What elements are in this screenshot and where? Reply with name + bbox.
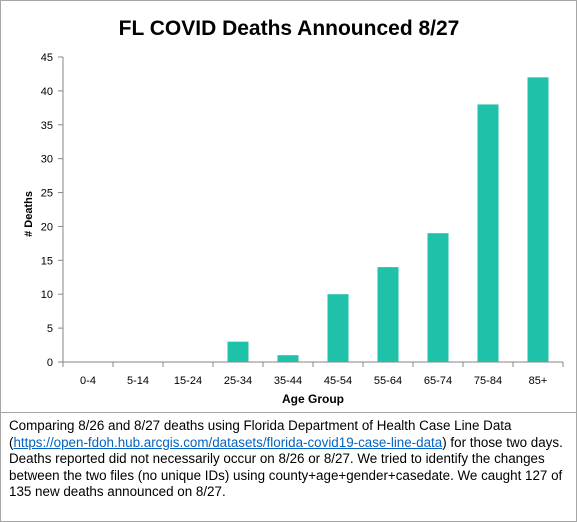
- bar-85+: [527, 77, 549, 362]
- y-tick-label: 35: [41, 120, 53, 132]
- x-tick-label: 65-74: [424, 375, 452, 387]
- data-source-link[interactable]: https://open-fdoh.hub.arcgis.com/dataset…: [13, 434, 443, 450]
- x-tick-label: 55-64: [374, 375, 402, 387]
- caption-text-before-link: Comparing 8/26 and 8/27 deaths using Flo…: [9, 418, 512, 450]
- x-tick-label: 0-4: [80, 375, 96, 387]
- y-tick-label: 15: [41, 255, 53, 267]
- x-tick-label: 85+: [529, 375, 548, 387]
- chart-title: FL COVID Deaths Announced 8/27: [119, 17, 460, 40]
- caption-box: Comparing 8/26 and 8/27 deaths using Flo…: [0, 412, 577, 522]
- bar-35-44: [277, 355, 299, 362]
- x-tick-label: 35-44: [274, 375, 302, 387]
- x-tick-label: 45-54: [324, 375, 352, 387]
- bar-75-84: [477, 104, 499, 362]
- y-tick-label: 10: [41, 289, 53, 301]
- bar-chart: FL COVID Deaths Announced 8/27 0 5 10 15 20 2…: [23, 17, 564, 406]
- bar-45-54: [327, 294, 349, 362]
- y-tick-label: 25: [41, 188, 53, 200]
- bar-25-34: [227, 341, 249, 362]
- caption-text: Comparing 8/26 and 8/27 deaths using Flo…: [9, 413, 568, 501]
- bar-55-64: [377, 267, 399, 362]
- y-tick-label: 40: [41, 86, 53, 98]
- x-tick-label: 15-24: [174, 375, 202, 387]
- x-tick-label: 75-84: [474, 375, 502, 387]
- y-tick-label: 5: [47, 323, 53, 335]
- x-axis-title: Age Group: [282, 392, 344, 406]
- chart-frame: FL COVID Deaths Announced 8/27 0 5 10 15 20 2…: [0, 0, 577, 413]
- caption-text-after-link: ) for those two days. Deaths reported di…: [9, 434, 563, 500]
- y-tick-label: 0: [47, 357, 53, 369]
- y-tick-label: 45: [41, 52, 53, 64]
- x-tick-label: 25-34: [224, 375, 252, 387]
- bar-65-74: [427, 233, 449, 362]
- plot-area: 0 5 10 15 20 25 30 35 40 45 0-4 5-14 15-24 25-34 35-44…: [41, 52, 564, 387]
- x-tick-label: 5-14: [127, 375, 149, 387]
- y-tick-label: 20: [41, 221, 53, 233]
- y-tick-label: 30: [41, 154, 53, 166]
- y-axis-title: # Deaths: [23, 191, 35, 237]
